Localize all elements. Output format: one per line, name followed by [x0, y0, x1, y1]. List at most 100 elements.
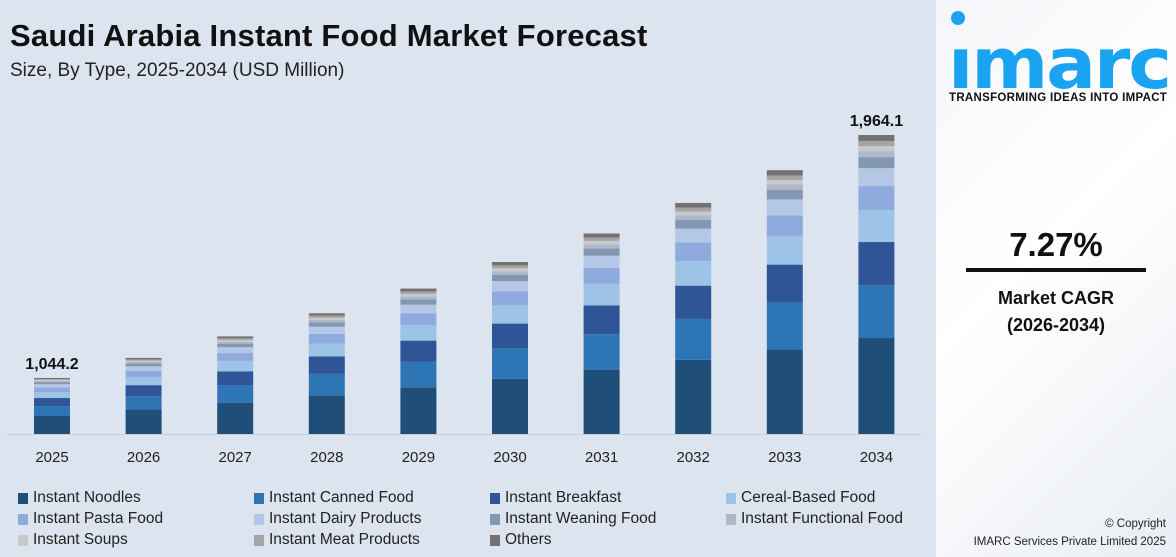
bar-segment	[583, 244, 620, 249]
legend-item: Instant Soups	[18, 531, 254, 549]
bar-segment	[34, 387, 70, 393]
bar-segment	[34, 382, 70, 385]
bar-segment	[766, 215, 803, 237]
legend-item: Instant Functional Food	[726, 510, 962, 528]
bar-segment	[34, 416, 70, 434]
bar-segment	[492, 265, 528, 269]
legend-label: Instant Noodles	[33, 489, 141, 506]
bar-segment	[308, 343, 345, 357]
bar-segment	[583, 248, 620, 256]
bar-segment	[858, 186, 895, 211]
legend-item: Instant Breakfast	[490, 489, 726, 507]
bar-segment	[858, 338, 895, 434]
bar-segment	[858, 140, 895, 147]
bar-segment	[675, 228, 712, 243]
bar-segment	[125, 359, 162, 361]
bar-segment	[675, 242, 712, 261]
bar-segment	[583, 233, 620, 238]
bar-segment	[400, 296, 437, 300]
cagr-period: (2026-2034)	[1006, 315, 1106, 335]
chart-title: Saudi Arabia Instant Food Market Forecas…	[10, 18, 648, 53]
bar-segment	[125, 385, 162, 397]
bar-segment	[217, 353, 254, 361]
bar-segment	[583, 369, 620, 434]
bar-segment	[400, 304, 437, 314]
bar-segment	[308, 373, 345, 396]
bar-segment	[675, 215, 712, 221]
bar-segment	[492, 291, 528, 306]
legend-item: Others	[490, 531, 726, 549]
legend-swatch	[726, 513, 736, 525]
legend-item: Cereal-Based Food	[726, 489, 962, 507]
legend-swatch	[490, 492, 500, 504]
legend-label: Instant Dairy Products	[269, 510, 422, 527]
x-tick-label: 2033	[768, 449, 801, 466]
bar-segment	[400, 325, 437, 341]
x-tick-label: 2030	[493, 449, 526, 466]
bar-segment	[34, 377, 70, 380]
bar-segment	[492, 323, 528, 349]
x-tick-label: 2025	[35, 449, 68, 466]
bar-segment	[125, 360, 162, 363]
company-name: IMARC Services Private Limited 2025	[973, 536, 1166, 548]
x-tick-label: 2026	[127, 449, 160, 466]
chart-subtitle: Size, By Type, 2025-2034 (USD Million)	[10, 60, 345, 81]
bar-segment	[583, 267, 620, 284]
bar-segment	[583, 305, 620, 335]
bar-segment	[125, 362, 162, 364]
bar-segment	[492, 274, 528, 282]
bar-segment	[858, 157, 895, 169]
bar-segment	[400, 361, 437, 388]
svg-text:ımarc: ımarc	[948, 23, 1170, 90]
bar-segment	[492, 378, 528, 434]
bar-segment	[125, 409, 162, 434]
bar-segment	[675, 285, 712, 319]
bar-segment	[34, 392, 70, 399]
bar-segment	[308, 313, 345, 316]
legend-label: Instant Soups	[33, 531, 128, 548]
bar-segment	[34, 380, 70, 383]
legend-swatch	[254, 513, 264, 525]
bar-segment	[492, 281, 528, 292]
legend-swatch	[18, 492, 28, 504]
bar-segment	[308, 326, 345, 334]
legend-item: Instant Canned Food	[254, 489, 490, 507]
bar-segment	[217, 385, 254, 403]
bar-segment	[308, 319, 345, 323]
bar-segment	[766, 175, 803, 180]
bar-segment	[766, 349, 803, 434]
bar-segment	[675, 207, 712, 212]
bar-segment	[217, 402, 254, 434]
bar-segment	[766, 189, 803, 200]
bar-segment	[858, 135, 895, 141]
bar-segment	[492, 268, 528, 272]
bar-segment	[583, 240, 620, 245]
bar-segment	[492, 271, 528, 275]
legend-swatch	[490, 513, 500, 525]
legend-swatch	[18, 513, 28, 525]
bar-segment	[858, 285, 895, 339]
divider	[966, 268, 1146, 272]
bar-segment	[308, 395, 345, 434]
x-tick-label: 2029	[402, 449, 435, 466]
bar-segment	[583, 283, 620, 306]
bar-segment	[125, 363, 162, 367]
bar-segment	[766, 302, 803, 350]
bar-segment	[308, 333, 345, 344]
bar-segment	[583, 255, 620, 268]
bar-segment	[858, 151, 895, 158]
legend-label: Others	[505, 531, 552, 548]
legend-item: Instant Pasta Food	[18, 510, 254, 528]
logo-tagline: TRANSFORMING IDEAS INTO IMPACT	[949, 92, 1168, 104]
bar-segment	[858, 168, 895, 187]
data-label: 1,044.2	[25, 356, 78, 373]
bar-segment	[766, 236, 803, 265]
stacked-bar-chart: 2025 1,044.2 2026 2027 2028 2029 2030 2031 2032 2…	[6, 113, 922, 466]
legend-swatch	[254, 492, 264, 504]
bar-segment	[766, 264, 803, 303]
bar-segment	[217, 360, 254, 372]
legend-label: Instant Weaning Food	[505, 510, 657, 527]
legend-swatch	[254, 534, 264, 546]
bar-segment	[492, 348, 528, 379]
bar-segment	[125, 396, 162, 410]
